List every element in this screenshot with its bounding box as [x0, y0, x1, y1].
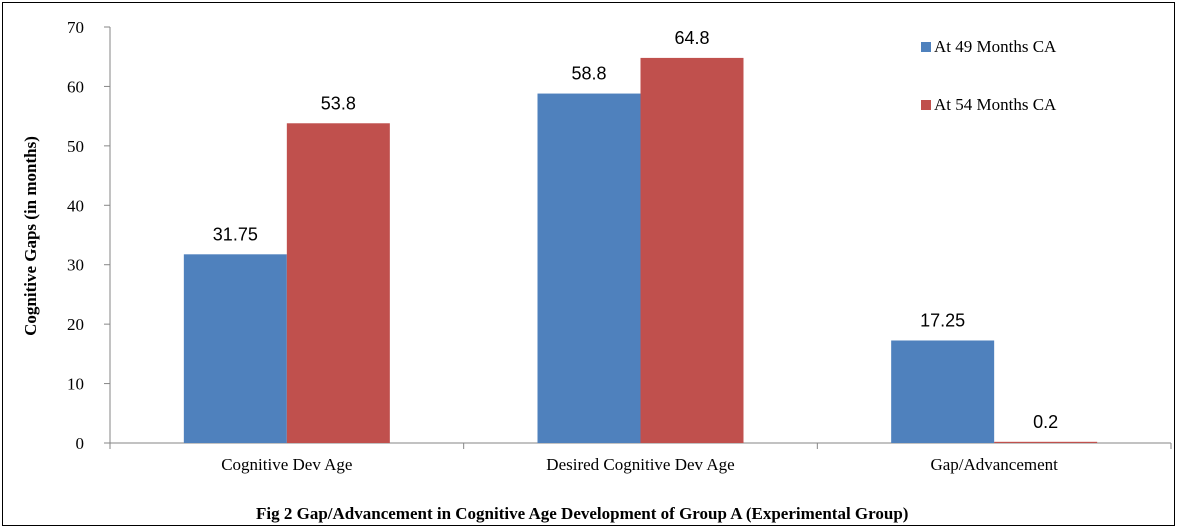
- data-label: 58.8: [571, 64, 606, 84]
- y-tick-label: 60: [67, 77, 84, 96]
- data-label: 0.2: [1033, 412, 1058, 432]
- data-labels: 31.75 53.8 58.8 64.8 17.25 0.2: [213, 28, 1058, 432]
- y-tick-label: 70: [67, 18, 84, 37]
- legend-swatch: [921, 42, 931, 52]
- y-tick-label: 0: [76, 434, 85, 453]
- x-category-label: Gap/Advancement: [930, 455, 1058, 474]
- bar: [183, 254, 287, 443]
- y-tick-label: 40: [67, 196, 84, 215]
- y-tick-label: 20: [67, 315, 84, 334]
- data-label: 53.8: [321, 93, 356, 113]
- bars: [183, 57, 1098, 443]
- bar: [994, 441, 1098, 443]
- x-category-label: Desired Cognitive Dev Age: [546, 455, 734, 474]
- data-label: 31.75: [213, 224, 258, 244]
- data-label: 64.8: [674, 28, 709, 48]
- y-tick-label: 10: [67, 375, 84, 394]
- data-label: 17.25: [920, 310, 965, 330]
- figure-caption: Fig 2 Gap/Advancement in Cognitive Age D…: [256, 504, 908, 523]
- bar: [640, 57, 744, 443]
- y-tick-label: 30: [67, 256, 84, 275]
- legend: At 49 Months CA At 54 Months CA: [921, 37, 1057, 114]
- bar: [891, 340, 995, 443]
- x-category-label: Cognitive Dev Age: [221, 455, 352, 474]
- legend-swatch: [921, 100, 931, 110]
- y-tick-label: 50: [67, 137, 84, 156]
- bar: [286, 123, 390, 443]
- y-axis-title: Cognitive Gaps (in months): [21, 136, 40, 336]
- bar: [537, 93, 641, 443]
- legend-label: At 49 Months CA: [934, 37, 1057, 56]
- legend-label: At 54 Months CA: [934, 95, 1057, 114]
